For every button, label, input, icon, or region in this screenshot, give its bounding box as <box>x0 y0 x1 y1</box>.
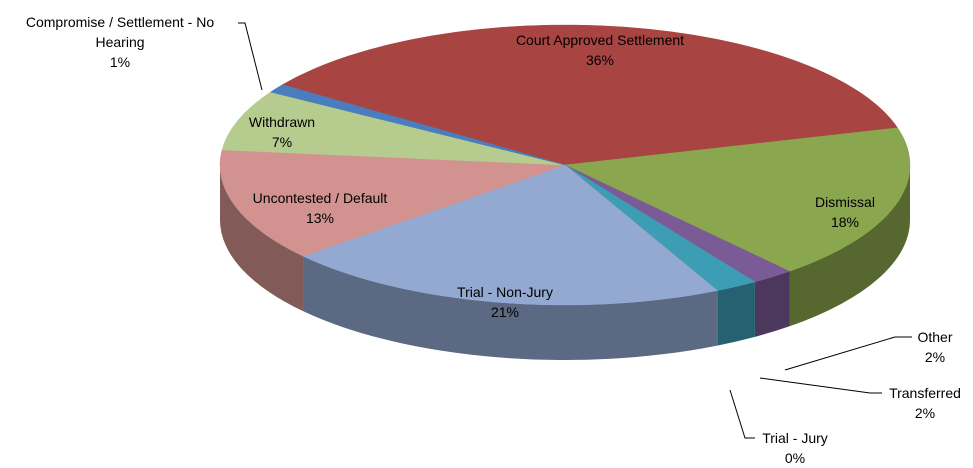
slice-side <box>717 281 755 346</box>
leader-line <box>729 389 755 439</box>
value-label: 7% <box>271 134 293 150</box>
data-label: Withdrawn 7% <box>222 112 342 152</box>
slice <box>564 127 911 272</box>
category-label: Withdrawn <box>248 114 316 130</box>
value-label: 1% <box>109 54 131 70</box>
leader-line <box>784 336 912 371</box>
value-label: 21% <box>490 304 520 320</box>
category-label: Trial - Jury <box>762 430 828 446</box>
category-label: Trial - Non-Jury <box>457 284 553 300</box>
data-label: Trial - Jury 0% <box>740 428 850 468</box>
slice-side <box>789 165 911 327</box>
category-label: Court Approved Settlement <box>515 32 685 48</box>
slice <box>302 164 718 306</box>
slice-side <box>220 165 304 312</box>
data-label: Other 2% <box>895 327 973 367</box>
data-label: Court Approved Settlement 36% <box>470 30 730 70</box>
data-label: Uncontested / Default 13% <box>220 188 420 228</box>
data-label: Transferred 2% <box>870 383 973 423</box>
value-label: 36% <box>585 52 615 68</box>
pie-sides <box>220 165 911 361</box>
category-label: Other <box>917 329 953 345</box>
category-label: Uncontested / Default <box>252 190 388 206</box>
slice <box>221 91 566 166</box>
value-label: 18% <box>830 214 860 230</box>
value-label: 2% <box>914 405 936 421</box>
slice <box>269 84 566 166</box>
leader-line <box>759 377 882 394</box>
slice-side <box>303 256 718 361</box>
data-label: Trial - Non-Jury 21% <box>415 282 595 322</box>
data-label: Dismissal 18% <box>785 192 905 232</box>
slice-side <box>754 271 790 337</box>
value-label: 0% <box>784 450 806 466</box>
value-label: 13% <box>305 210 335 226</box>
category-label: Dismissal <box>815 194 875 210</box>
data-label: Compromise / Settlement - No Hearing 1% <box>3 12 238 72</box>
category-label: Compromise / Settlement - No Hearing <box>25 14 215 50</box>
slice <box>219 149 566 257</box>
slice <box>281 24 899 166</box>
leader-line <box>238 22 263 91</box>
category-label: Transferred <box>889 385 961 401</box>
value-label: 2% <box>924 349 946 365</box>
